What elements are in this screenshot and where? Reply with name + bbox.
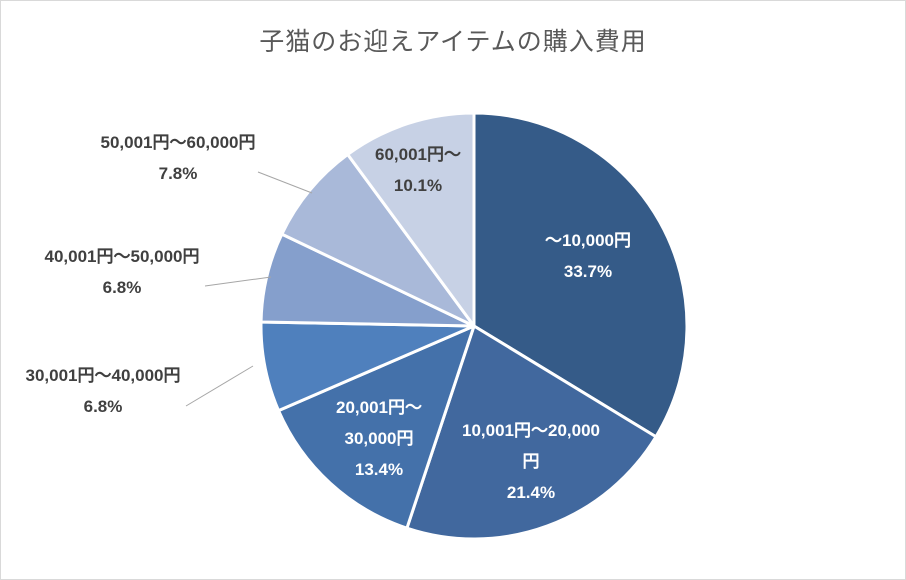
slice-percent-label: 21.4% <box>507 483 555 502</box>
slice-percent-label: 7.8% <box>159 164 198 183</box>
slice-percent-label: 6.8% <box>84 397 123 416</box>
slice-category-label: 20,001円～ <box>336 398 422 417</box>
pie-slice <box>472 111 689 439</box>
pie-slice <box>280 152 476 328</box>
slice-category-label: 30,001円～40,000円 <box>26 366 181 385</box>
slice-category-label: 40,001円～50,000円 <box>45 247 200 266</box>
chart-title: 子猫のお迎えアイテムの購入費用 <box>259 27 647 56</box>
slice-category-label: 円 <box>523 452 540 471</box>
leader-line <box>257 171 313 194</box>
slice-percent-label: 13.4% <box>355 460 403 479</box>
slice-category-label: 10,001円～20,000 <box>462 421 600 440</box>
slice-percent-label: 6.8% <box>103 278 142 297</box>
pie-slice <box>405 324 658 541</box>
slice-category-label: 60,001円～ <box>375 145 461 164</box>
pie-slice <box>277 324 476 530</box>
slice-category-label: ～10,000円 <box>545 231 631 250</box>
slice-category-label: 30,000円 <box>345 429 414 448</box>
leader-line <box>185 365 254 407</box>
leader-line <box>204 276 272 287</box>
pie-slice <box>346 111 476 328</box>
slice-category-label: 50,001円～60,000円 <box>101 133 256 152</box>
slice-percent-label: 10.1% <box>394 176 442 195</box>
slice-percent-label: 33.7% <box>564 262 612 281</box>
